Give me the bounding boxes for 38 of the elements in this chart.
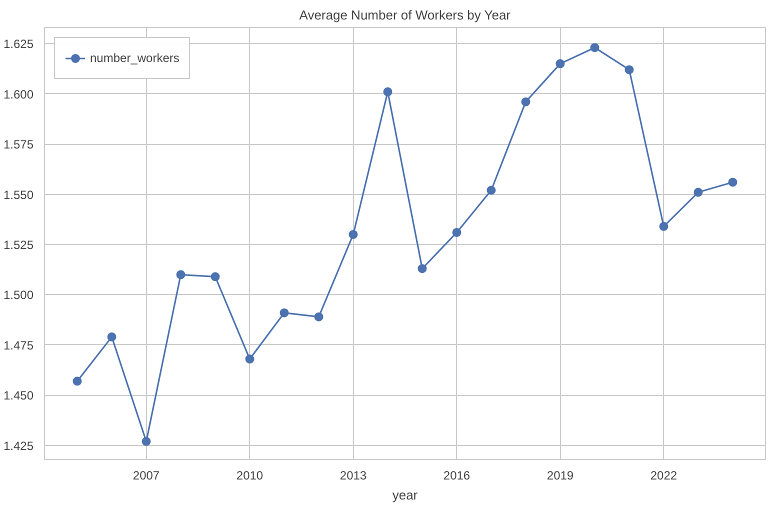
y-tick-label: 1.525 <box>3 238 34 252</box>
point <box>245 354 254 364</box>
point <box>280 308 289 318</box>
point <box>142 436 151 446</box>
y-tick-label: 1.475 <box>3 338 34 352</box>
x-tick-label: 2019 <box>546 468 574 482</box>
y-tick-label: 1.425 <box>3 438 34 453</box>
point <box>624 65 634 74</box>
x-tick-label: 2013 <box>340 468 367 482</box>
x-tick-label: 2010 <box>236 468 264 482</box>
point <box>383 87 392 96</box>
y-tick-label: 1.600 <box>3 87 34 102</box>
point <box>348 230 358 239</box>
y-tick-label: 1.500 <box>3 288 34 302</box>
point <box>176 270 186 280</box>
point <box>210 272 220 282</box>
y-tick-label: 1.550 <box>3 188 34 202</box>
point <box>72 376 82 386</box>
x-axis-title: year <box>392 488 418 502</box>
x-tick-label: 2007 <box>132 468 160 482</box>
point <box>659 222 668 231</box>
y-tick-label: 1.450 <box>3 388 34 403</box>
point <box>590 43 600 52</box>
y-tick-label: 1.575 <box>3 138 34 152</box>
point <box>694 188 703 197</box>
y-tick-label: 1.625 <box>3 37 34 52</box>
point <box>314 312 324 322</box>
point <box>107 332 116 342</box>
point <box>486 186 496 195</box>
point <box>521 97 530 106</box>
legend-label: number_workers <box>90 51 180 65</box>
point <box>452 228 462 237</box>
point <box>418 264 427 274</box>
point <box>728 178 738 187</box>
point <box>556 59 565 68</box>
chart-title: Average Number of Workers by Year <box>299 8 512 22</box>
x-tick-label: 2016 <box>443 468 470 482</box>
x-tick-label: 2022 <box>650 468 678 482</box>
